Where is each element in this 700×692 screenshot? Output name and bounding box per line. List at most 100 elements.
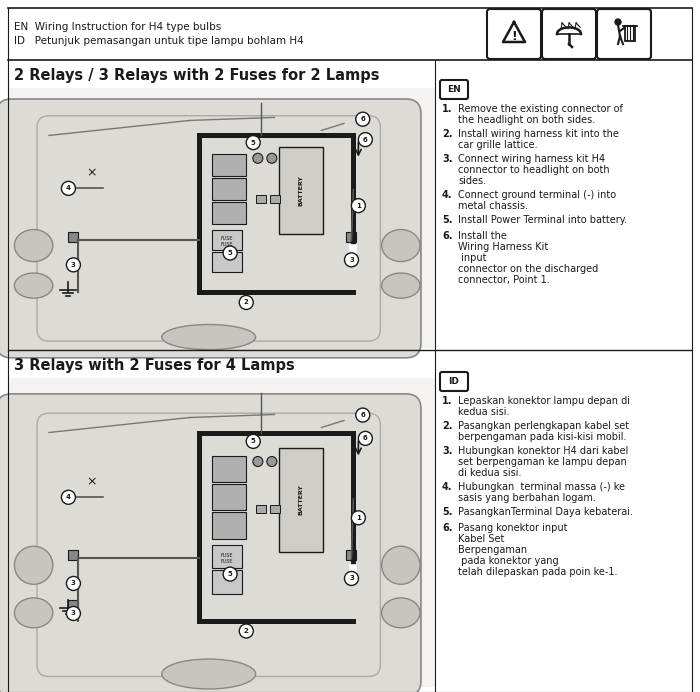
Text: kedua sisi.: kedua sisi.	[458, 407, 510, 417]
FancyBboxPatch shape	[597, 9, 651, 59]
Bar	[69, 232, 78, 242]
Text: Lepaskan konektor lampu depan di: Lepaskan konektor lampu depan di	[458, 396, 630, 406]
Text: 1.: 1.	[442, 104, 452, 114]
Bar	[211, 484, 246, 511]
Text: 6.: 6.	[442, 523, 452, 533]
Text: sasis yang berbahan logam.: sasis yang berbahan logam.	[458, 493, 596, 503]
Text: Install wiring harness kit into the: Install wiring harness kit into the	[458, 129, 619, 139]
FancyBboxPatch shape	[542, 9, 596, 59]
Text: FUSE
FUSE: FUSE FUSE	[220, 237, 233, 247]
Circle shape	[253, 457, 262, 466]
Text: 5: 5	[228, 250, 232, 256]
Text: ×: ×	[86, 476, 97, 489]
Text: Pasangkan perlengkapan kabel set: Pasangkan perlengkapan kabel set	[458, 421, 629, 431]
Circle shape	[358, 133, 372, 147]
Bar	[211, 456, 246, 482]
Text: 4: 4	[66, 185, 71, 192]
Text: Pasang konektor input: Pasang konektor input	[458, 523, 570, 533]
Ellipse shape	[15, 598, 52, 628]
Text: 5: 5	[251, 140, 256, 145]
Circle shape	[351, 199, 365, 212]
Text: metal chassis.: metal chassis.	[458, 201, 528, 211]
Text: PasangkanTerminal Daya kebaterai.: PasangkanTerminal Daya kebaterai.	[458, 507, 633, 517]
Text: connector to headlight on both: connector to headlight on both	[458, 165, 610, 175]
Circle shape	[62, 181, 76, 195]
Text: BATTERY: BATTERY	[298, 175, 304, 206]
Text: connector, Point 1.: connector, Point 1.	[458, 275, 550, 285]
FancyBboxPatch shape	[487, 9, 541, 59]
Bar	[211, 154, 246, 176]
Circle shape	[351, 511, 365, 525]
Text: 3.: 3.	[442, 154, 452, 164]
Text: 3: 3	[349, 257, 354, 263]
FancyBboxPatch shape	[440, 80, 468, 99]
Text: ID   Petunjuk pemasangan untuk tipe lampu bohlam H4: ID Petunjuk pemasangan untuk tipe lampu …	[14, 36, 304, 46]
Circle shape	[344, 253, 358, 267]
Text: 3.: 3.	[442, 446, 452, 456]
Text: Connect wiring harness kit H4: Connect wiring harness kit H4	[458, 154, 605, 164]
Text: BATTERY: BATTERY	[298, 484, 304, 516]
Text: berpengaman pada kisi-kisi mobil.: berpengaman pada kisi-kisi mobil.	[458, 432, 626, 442]
Circle shape	[344, 572, 358, 585]
Text: EN: EN	[447, 85, 461, 94]
Text: EN  Wiring Instruction for H4 type bulbs: EN Wiring Instruction for H4 type bulbs	[14, 22, 221, 32]
FancyBboxPatch shape	[0, 99, 421, 358]
Text: pada konektor yang: pada konektor yang	[458, 556, 559, 566]
Text: Connect ground terminal (-) into: Connect ground terminal (-) into	[458, 190, 616, 200]
Ellipse shape	[15, 273, 52, 298]
Text: 4.: 4.	[442, 190, 452, 200]
Bar	[625, 26, 635, 41]
Bar	[211, 570, 242, 594]
Text: the headlight on both sides.: the headlight on both sides.	[458, 115, 595, 125]
Bar	[211, 230, 242, 250]
Text: 2: 2	[244, 628, 248, 634]
Bar	[8, 88, 435, 348]
Circle shape	[239, 295, 253, 309]
Text: 3 Relays with 2 Fuses for 4 Lamps: 3 Relays with 2 Fuses for 4 Lamps	[14, 358, 295, 373]
Bar	[270, 194, 280, 203]
FancyBboxPatch shape	[0, 394, 421, 692]
Text: 4: 4	[66, 494, 71, 500]
Text: 6: 6	[360, 412, 365, 418]
Bar	[279, 147, 323, 234]
Text: 1: 1	[356, 203, 360, 208]
Circle shape	[66, 258, 80, 272]
Text: 3: 3	[71, 581, 76, 586]
Bar	[256, 504, 266, 513]
Text: 1: 1	[356, 515, 360, 521]
Text: 3: 3	[71, 262, 76, 268]
Ellipse shape	[382, 230, 420, 262]
Ellipse shape	[15, 230, 52, 262]
Text: car grille lattice.: car grille lattice.	[458, 140, 538, 150]
Circle shape	[246, 136, 260, 149]
Text: FUSE
FUSE: FUSE FUSE	[220, 553, 233, 564]
Text: !: !	[511, 30, 517, 42]
Text: Install the: Install the	[458, 231, 510, 241]
Text: sides.: sides.	[458, 176, 486, 186]
Text: 6: 6	[363, 435, 368, 441]
Bar	[8, 378, 435, 687]
Text: Hubungkan  terminal massa (-) ke: Hubungkan terminal massa (-) ke	[458, 482, 625, 492]
Circle shape	[223, 246, 237, 260]
Circle shape	[66, 606, 80, 621]
Circle shape	[356, 112, 370, 126]
Circle shape	[253, 153, 262, 163]
Text: 2.: 2.	[442, 421, 452, 431]
Circle shape	[239, 624, 253, 638]
Text: Wiring Harness Kit: Wiring Harness Kit	[458, 242, 548, 252]
Bar	[346, 550, 356, 561]
Circle shape	[356, 408, 370, 422]
Text: 4.: 4.	[442, 482, 452, 492]
Circle shape	[223, 567, 237, 581]
Circle shape	[62, 490, 76, 504]
Text: set berpengaman ke lampu depan: set berpengaman ke lampu depan	[458, 457, 626, 467]
Bar	[270, 504, 280, 513]
FancyBboxPatch shape	[440, 372, 468, 391]
Text: 2 Relays / 3 Relays with 2 Fuses for 2 Lamps: 2 Relays / 3 Relays with 2 Fuses for 2 L…	[14, 68, 379, 83]
Bar	[211, 202, 246, 224]
Bar	[346, 232, 356, 242]
Bar	[279, 448, 323, 552]
Text: di kedua sisi.: di kedua sisi.	[458, 468, 522, 478]
Text: input: input	[458, 253, 486, 263]
Ellipse shape	[162, 659, 256, 689]
